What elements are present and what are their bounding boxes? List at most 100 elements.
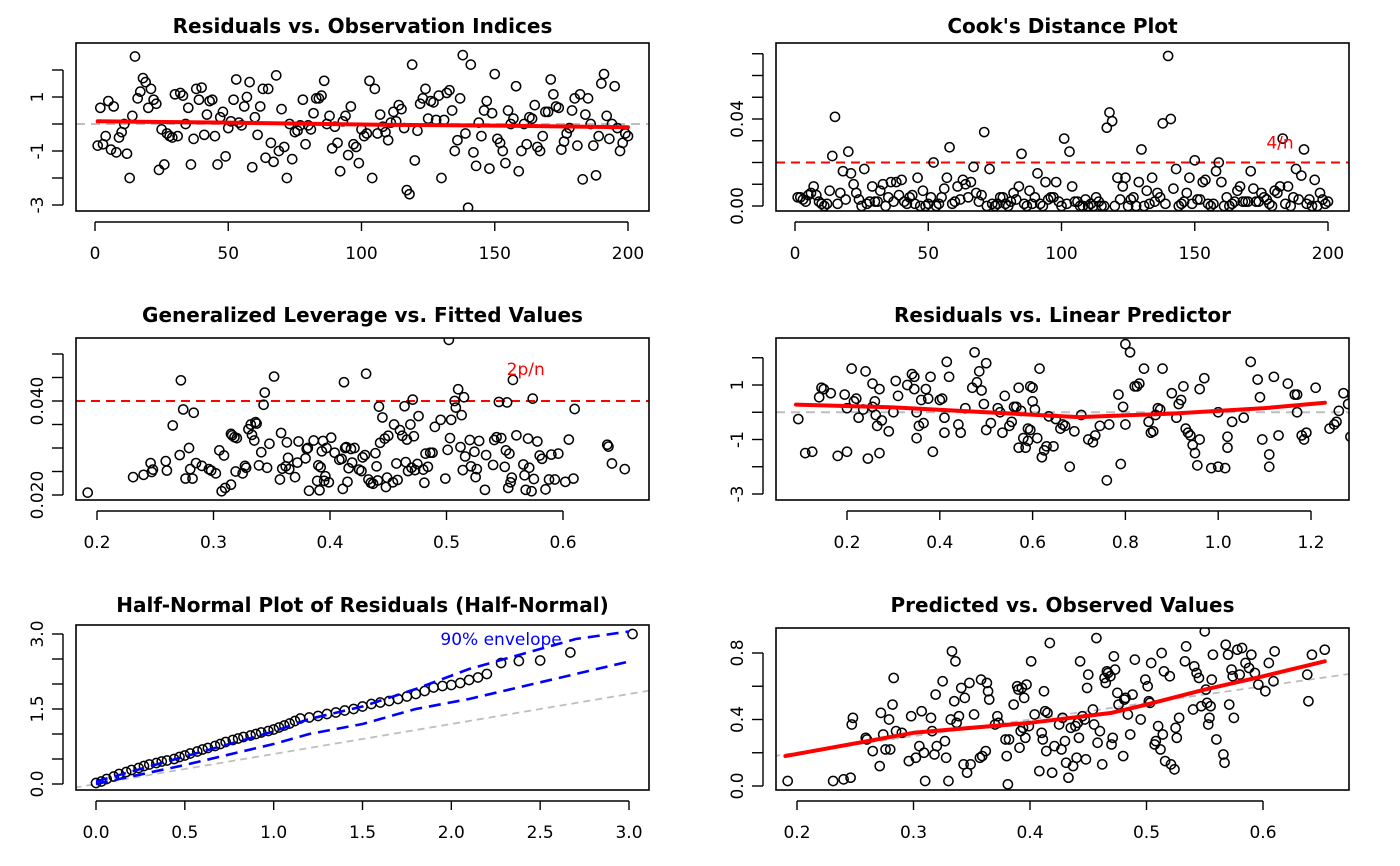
data-point: [1018, 198, 1030, 210]
data-point: [561, 128, 573, 139]
data-point: [1158, 665, 1170, 677]
data-point: [553, 102, 565, 114]
data-point: [563, 434, 575, 445]
data-point: [308, 435, 320, 446]
y-axis: 0.0 0.4 0.8: [728, 639, 764, 800]
data-point: [338, 376, 350, 388]
data-point: [916, 705, 928, 717]
data-point: [455, 441, 466, 453]
data-point: [971, 376, 983, 388]
data-point: [400, 456, 412, 468]
data-point: [813, 391, 825, 403]
data-point: [959, 692, 971, 704]
data-point: [1274, 181, 1286, 192]
smooth-line: [783, 659, 1327, 759]
data-point: [965, 759, 976, 770]
data-point: [1133, 378, 1145, 389]
data-point: [1001, 750, 1013, 762]
data-point: [1029, 191, 1041, 203]
data-point: [1245, 356, 1257, 368]
data-point: [534, 450, 546, 461]
data-point: [1176, 198, 1187, 210]
data-point: [850, 393, 862, 404]
data-point: [1064, 461, 1076, 473]
data-point: [1381, 365, 1390, 374]
x-tick-label: 50: [917, 244, 939, 264]
data-point: [444, 84, 455, 96]
data-point: [458, 391, 470, 403]
data-point: [1309, 174, 1321, 186]
data-point: [388, 419, 400, 430]
plot-area: [776, 50, 1349, 211]
data-point: [1383, 378, 1392, 387]
data-point: [1180, 641, 1192, 652]
data-point: [1002, 778, 1014, 790]
data-point: [452, 383, 464, 395]
data-point: [1080, 754, 1092, 765]
data-point: [1117, 750, 1129, 762]
data-point: [381, 472, 393, 483]
data-point: [976, 189, 987, 201]
data-point: [420, 448, 431, 459]
x-axis: 0.2 0.3 0.4 0.5 0.6: [783, 800, 1277, 843]
data-point: [1144, 198, 1155, 210]
data-point: [1113, 389, 1124, 400]
data-point: [214, 111, 226, 123]
data-point: [497, 145, 509, 157]
data-point: [138, 760, 150, 772]
data-point: [382, 430, 394, 442]
data-point: [255, 446, 267, 458]
data-point: [846, 719, 858, 730]
data-point: [1227, 670, 1239, 682]
data-point: [1193, 672, 1205, 684]
data-point: [864, 196, 875, 207]
data-point: [782, 775, 794, 787]
data-point: [1246, 649, 1257, 661]
data-point: [1291, 406, 1303, 418]
data-point: [888, 672, 900, 684]
data-point: [371, 460, 382, 472]
data-point: [220, 151, 231, 162]
data-point: [1160, 198, 1171, 210]
data-point: [405, 419, 416, 430]
y-tick-label: 0.4: [728, 706, 748, 733]
data-point: [1198, 372, 1210, 384]
data-point: [1152, 720, 1164, 732]
data-point: [469, 446, 480, 458]
data-point: [278, 141, 290, 153]
data-point: [596, 78, 607, 89]
data-point: [1081, 682, 1093, 694]
data-point: [1374, 435, 1383, 444]
data-point: [240, 462, 252, 474]
data-point: [1014, 742, 1025, 754]
data-point: [227, 734, 239, 746]
data-point: [334, 165, 346, 177]
data-point: [1142, 680, 1154, 692]
plot-area: [776, 628, 1349, 790]
data-point: [928, 157, 939, 168]
data-point: [1092, 737, 1103, 749]
data-point: [946, 198, 958, 210]
data-point: [1048, 440, 1059, 452]
data-point: [326, 142, 338, 154]
data-point: [174, 449, 186, 461]
data-point: [1133, 176, 1145, 188]
data-point: [129, 51, 141, 62]
data-point: [949, 196, 961, 207]
data-point: [839, 389, 851, 400]
data-point: [230, 466, 241, 477]
data-point: [435, 414, 447, 426]
data-point: [314, 484, 325, 496]
data-point: [1029, 709, 1041, 720]
data-point: [1063, 772, 1074, 784]
data-point: [1135, 714, 1147, 725]
data-point: [1202, 719, 1214, 730]
data-point: [622, 130, 634, 142]
data-point: [1094, 725, 1106, 737]
data-point: [590, 169, 602, 181]
data-point: [593, 130, 605, 142]
x-tick-label: 0.4: [926, 533, 953, 553]
data-point: [1264, 198, 1275, 210]
data-point: [931, 740, 943, 752]
